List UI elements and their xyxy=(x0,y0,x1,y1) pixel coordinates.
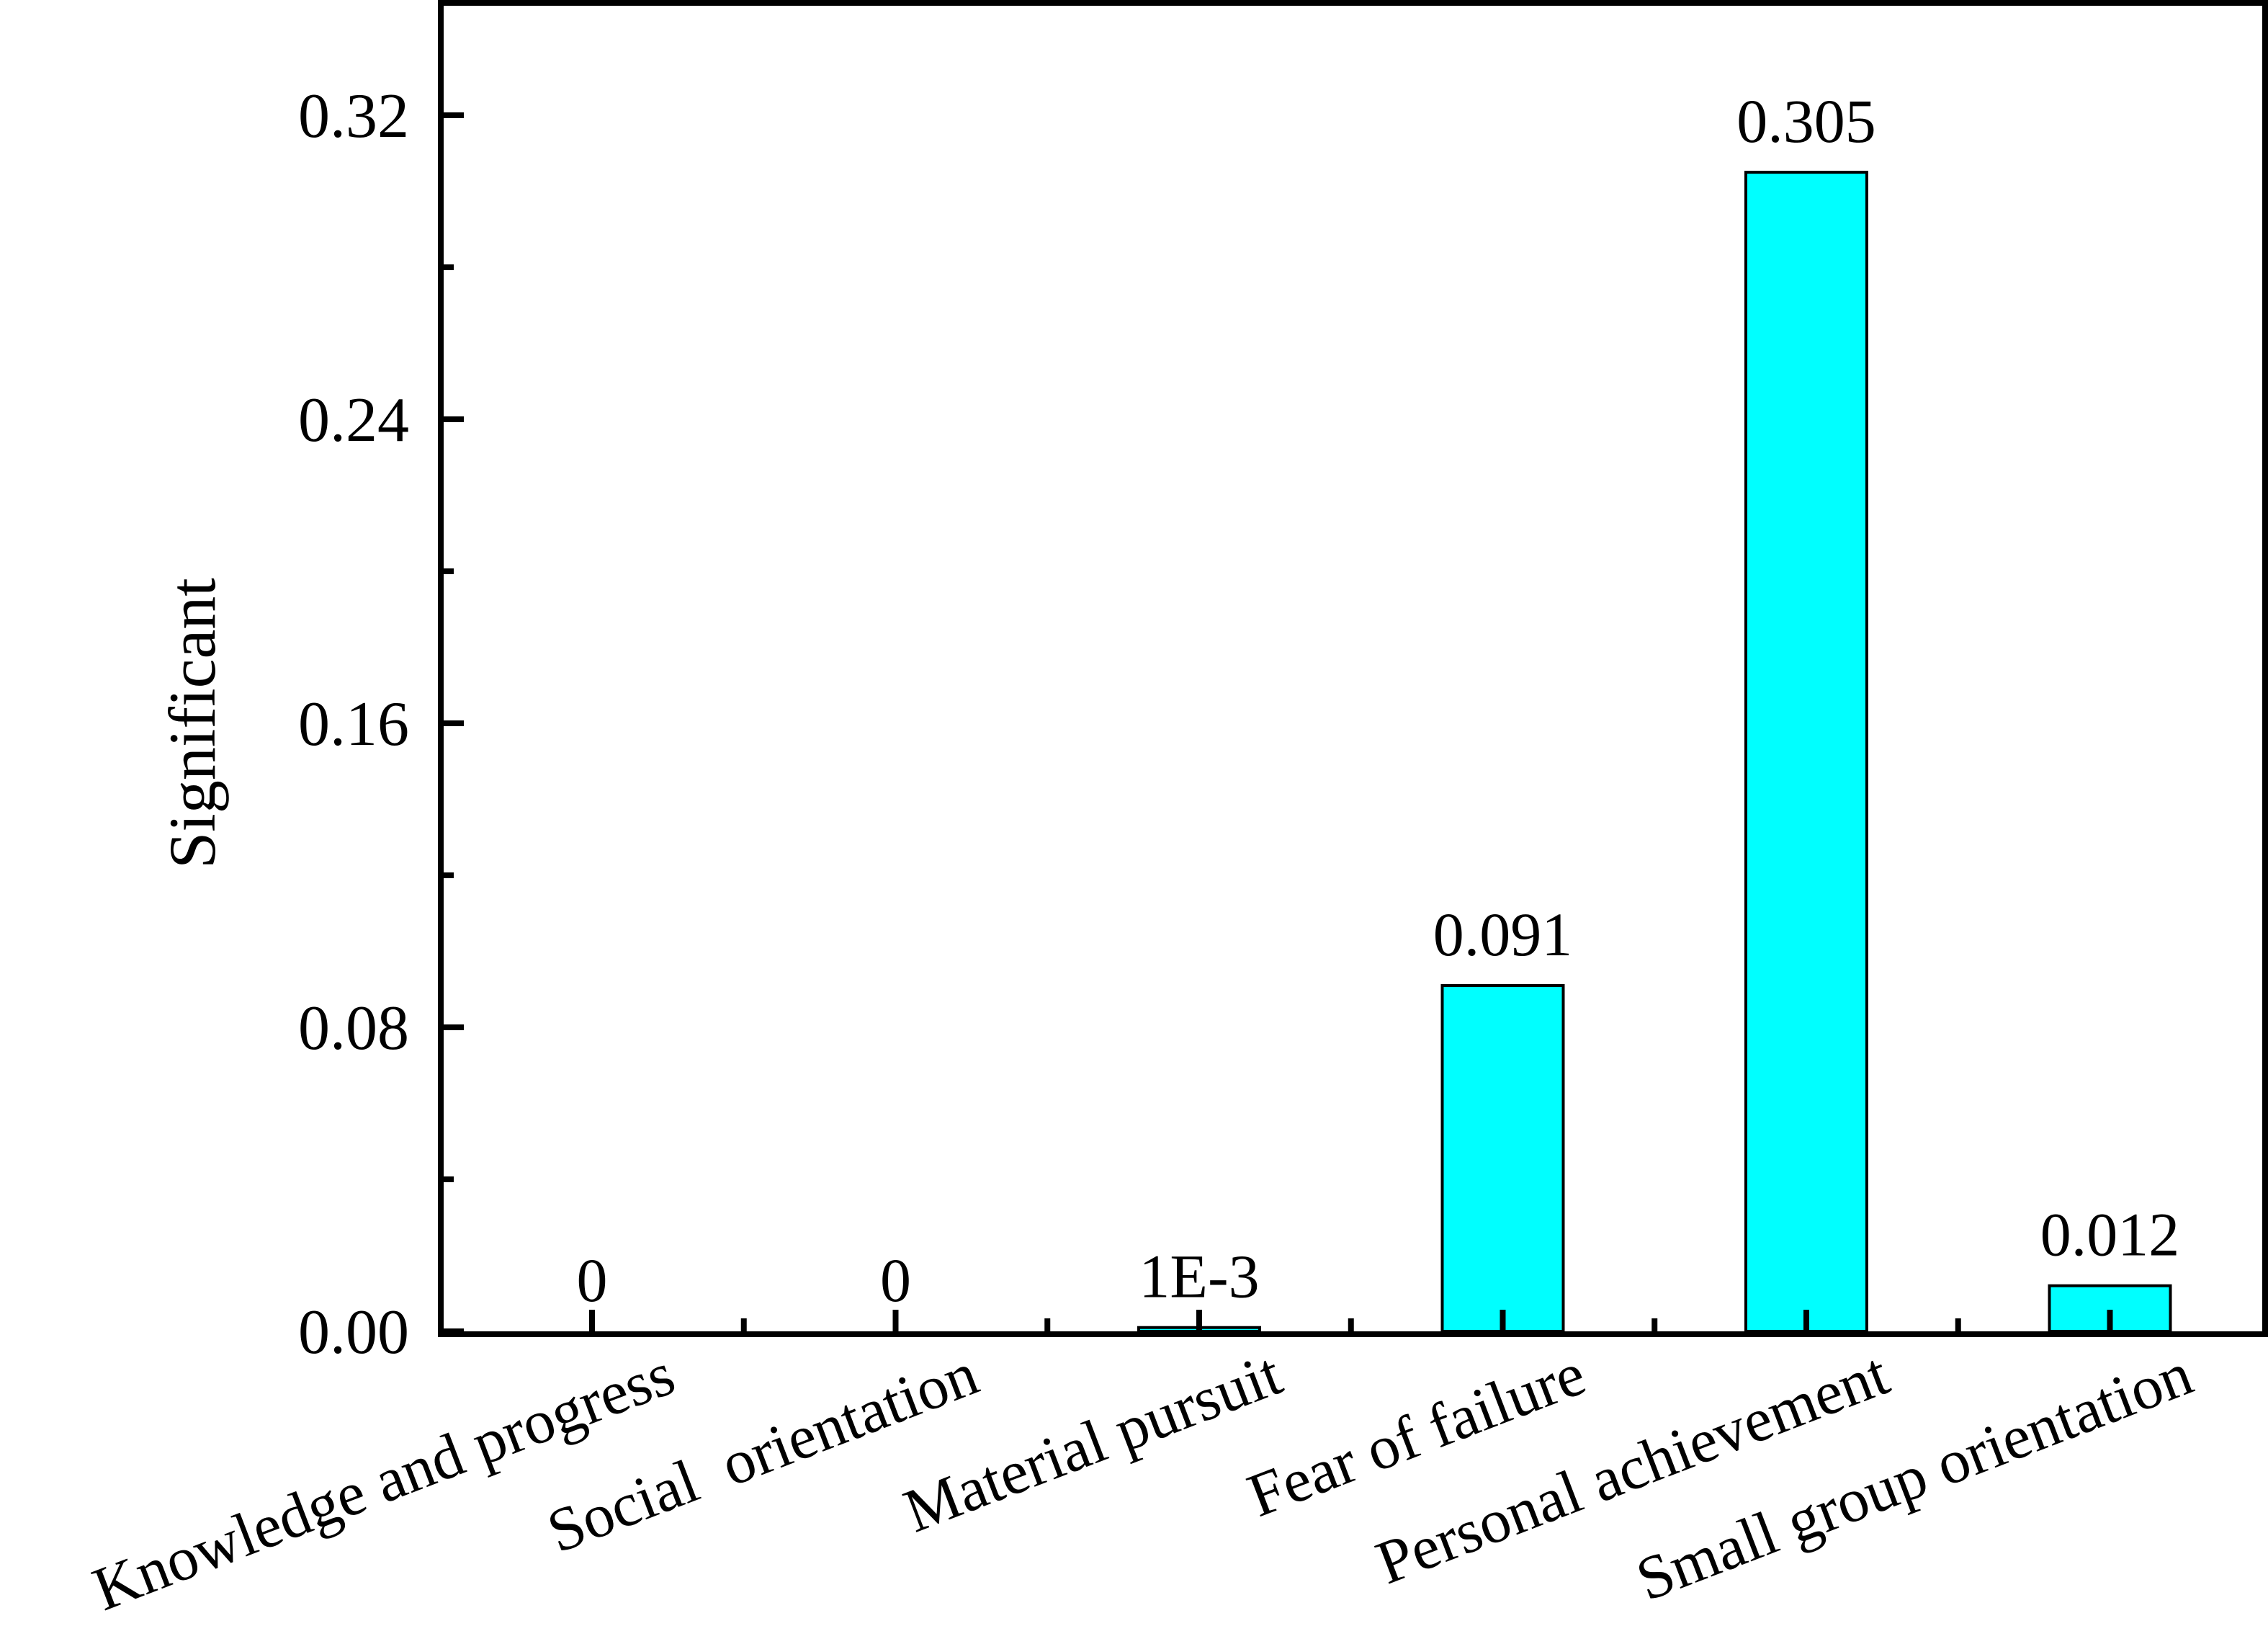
y-ticks: 0.00 0.08 0.16 0.24 0.32 xyxy=(298,81,464,1367)
y-tick-label: 0.08 xyxy=(298,993,409,1063)
bar-data-label: 0.305 xyxy=(1736,86,1876,156)
bar-data-label: 0.091 xyxy=(1433,900,1573,969)
bar-data-label: 1E-3 xyxy=(1139,1242,1259,1311)
bar xyxy=(1744,171,1868,1333)
plot-frame xyxy=(438,0,2268,1337)
x-category-label: Small group orientation xyxy=(1627,1339,2201,1614)
bars-layer xyxy=(1137,171,2172,1333)
y-tick-label: 0.00 xyxy=(298,1297,409,1367)
x-ticks xyxy=(589,1310,2113,1331)
bar-data-label: 0 xyxy=(880,1246,911,1315)
y-tick-label: 0.24 xyxy=(298,385,409,455)
bar xyxy=(1440,983,1565,1333)
bar-data-label: 0 xyxy=(577,1246,608,1315)
bar xyxy=(2048,1284,2172,1333)
y-tick-label: 0.16 xyxy=(298,689,409,759)
y-axis-title: Significant xyxy=(156,578,229,869)
data-labels: 0 0 1E-3 0.091 0.305 0.012 xyxy=(577,86,2180,1315)
bar-data-label: 0.012 xyxy=(2040,1200,2180,1269)
y-tick-label: 0.32 xyxy=(298,81,409,151)
